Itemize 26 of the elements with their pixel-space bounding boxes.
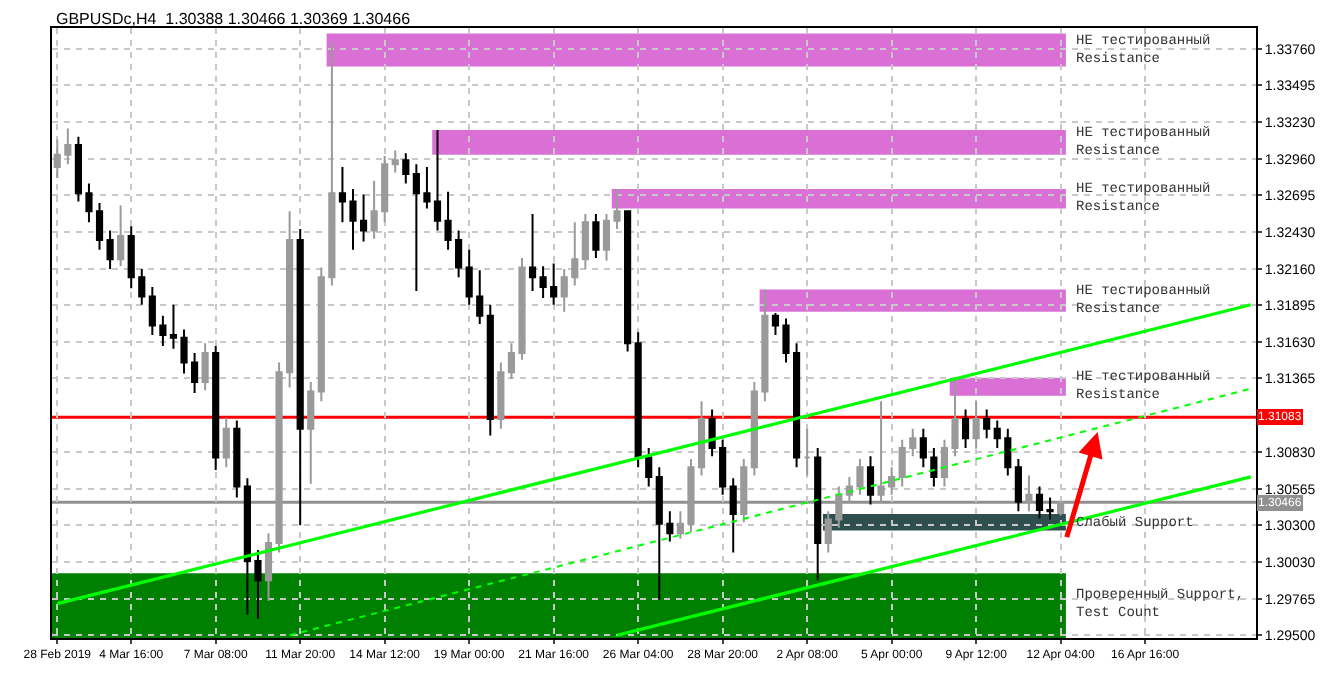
candlestick xyxy=(645,446,653,488)
candlestick xyxy=(106,229,114,270)
candlestick xyxy=(592,212,600,259)
candlestick xyxy=(983,408,991,440)
candlestick xyxy=(972,400,980,449)
candlestick xyxy=(1014,458,1022,513)
candlestick xyxy=(814,446,822,582)
candlestick xyxy=(528,212,537,292)
candlestick xyxy=(729,477,737,554)
candlestick xyxy=(961,408,970,449)
candlestick xyxy=(497,361,505,430)
candlestick xyxy=(201,342,209,392)
chart-title: GBPUSDc,H4 1.30388 1.30466 1.30369 1.30466 xyxy=(56,10,412,28)
candlestick xyxy=(307,380,315,485)
candlestick xyxy=(866,455,875,506)
candlestick xyxy=(117,204,125,268)
candlestick xyxy=(233,419,241,499)
candlestick xyxy=(486,303,494,437)
candlestick xyxy=(222,416,230,469)
candlestick xyxy=(634,331,642,469)
candlestick xyxy=(581,212,589,270)
candlestick xyxy=(391,149,399,174)
candlestick xyxy=(402,152,410,185)
candlestick xyxy=(212,345,220,471)
candlestick xyxy=(803,427,811,477)
candlestick xyxy=(624,210,632,353)
